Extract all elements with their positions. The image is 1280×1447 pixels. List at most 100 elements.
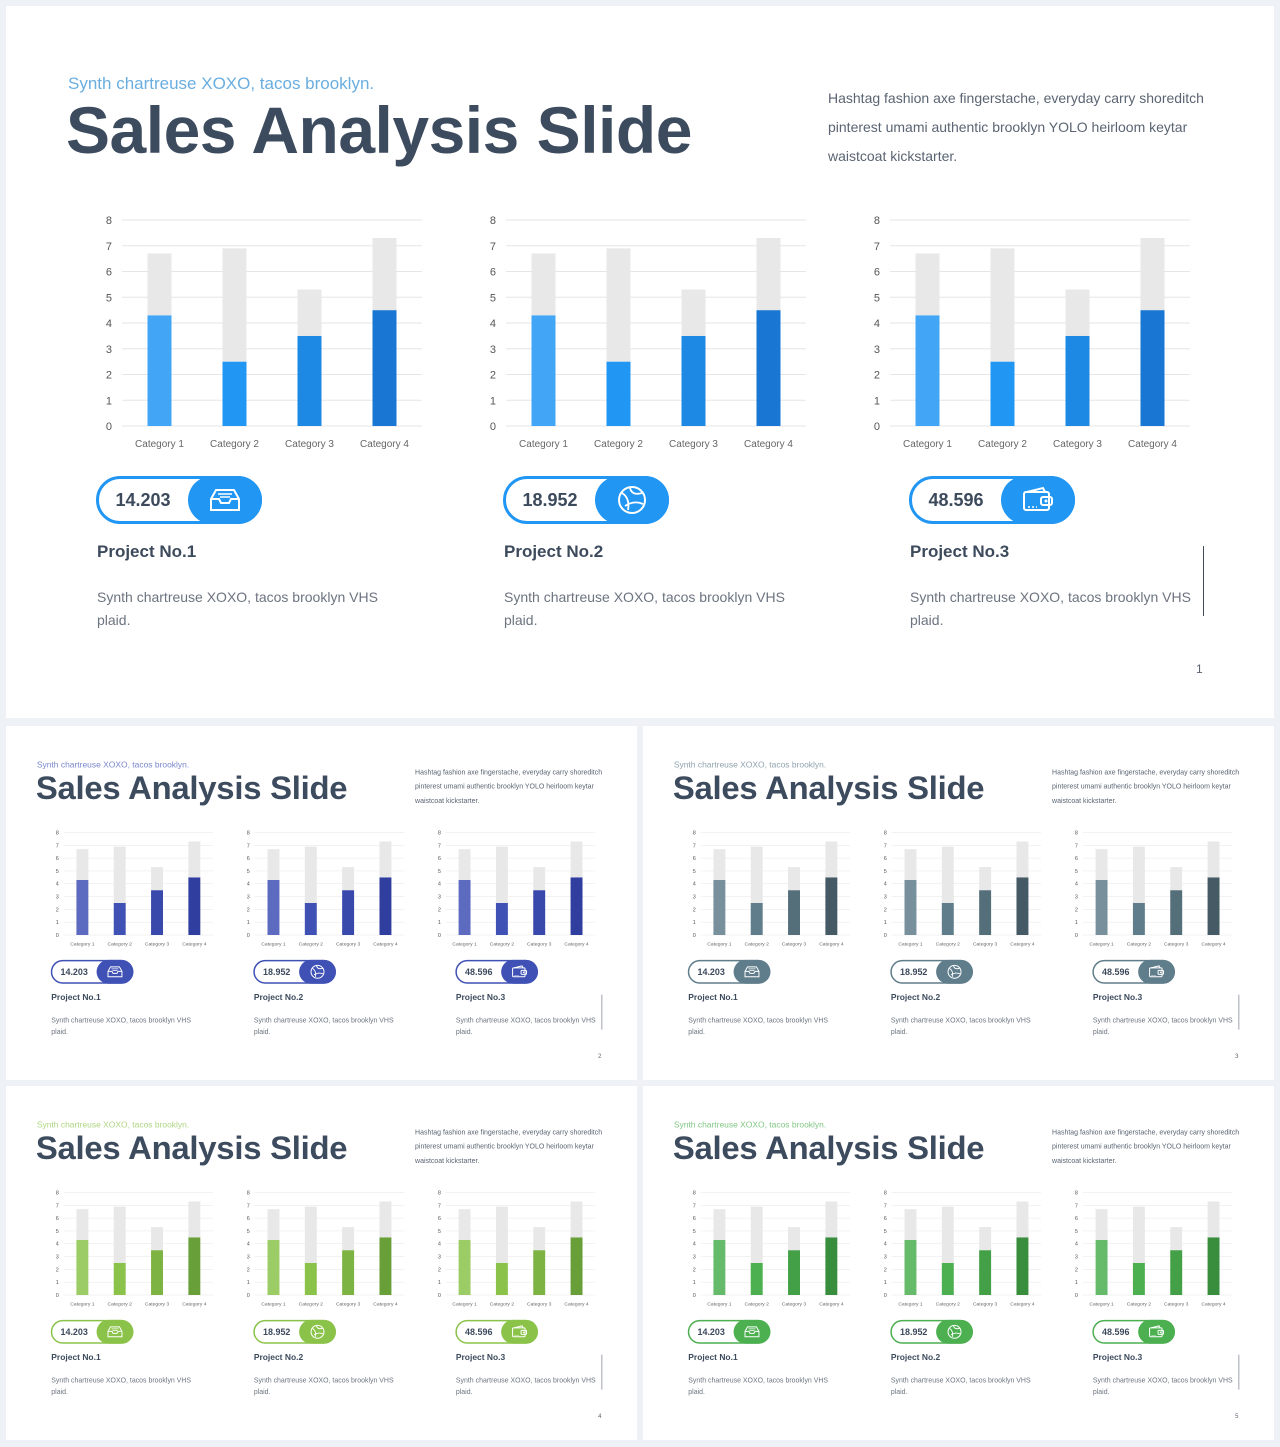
y-tick-label: 6 (56, 1216, 59, 1222)
bar-chart-1: 0 1 2 3 4 5 6 7 8 Category 1 Category 2 Category 3 C… (51, 1186, 215, 1310)
bar-segment-2 (304, 846, 317, 903)
bar-segment-1 (1132, 1262, 1145, 1296)
x-tick-label: Category 4 (182, 941, 207, 947)
y-tick-label: 0 (56, 933, 59, 939)
bar-segment-1 (379, 1237, 392, 1296)
project-1-name: Project No.1 (51, 1352, 101, 1363)
y-tick-label: 3 (1075, 895, 1078, 901)
bar-segment-2 (979, 1227, 992, 1251)
bar-chart-svg: 0 1 2 3 4 5 6 7 8 Category 1 Category 2 Category 3 C… (693, 1190, 851, 1307)
bar-chart-svg: 0 1 2 3 4 5 6 7 8 Category 1 Category 2 Category 3 C… (106, 215, 422, 450)
bar-segment-1 (342, 890, 355, 936)
y-tick-label: 4 (56, 1242, 59, 1248)
y-tick-label: 4 (1075, 1242, 1078, 1248)
wallet-icon (1138, 959, 1175, 984)
y-tick-label: 6 (693, 856, 696, 862)
x-tick-label: Category 4 (360, 439, 409, 450)
bar-segment-2 (267, 1209, 280, 1240)
wallet-icon (501, 1319, 538, 1344)
bar-chart-1: 0 1 2 3 4 5 6 7 8 Category 1 Category 2 Category 3 C… (688, 826, 852, 950)
project-1-value: 14.203 (697, 966, 725, 977)
y-tick-label: 1 (693, 920, 696, 926)
y-tick-label: 4 (693, 1242, 696, 1248)
bar-segment-1 (1140, 310, 1165, 426)
y-tick-label: 5 (490, 292, 496, 304)
project-2-value-pill: 18.952 (503, 476, 669, 524)
slide-1: Synth chartreuse XOXO, tacos brooklyn. S… (6, 6, 1274, 718)
bar-segment-2 (750, 1206, 763, 1263)
bar-segment-2 (979, 867, 992, 891)
y-tick-label: 6 (438, 856, 441, 862)
y-tick-label: 0 (490, 421, 496, 433)
x-tick-label: Category 4 (564, 1301, 589, 1307)
wallet-icon (1138, 1319, 1175, 1344)
project-3-name: Project No.3 (1092, 992, 1143, 1003)
slide-title: Sales Analysis Slide (672, 1129, 985, 1167)
x-tick-label: Category 3 (1053, 439, 1102, 450)
bar-segment-2 (76, 849, 89, 880)
y-tick-label: 0 (56, 1293, 59, 1299)
slide-subtitle: Synth chartreuse XOXO, tacos brooklyn. (68, 74, 375, 93)
bar-segment-2 (379, 841, 392, 878)
y-tick-label: 6 (490, 267, 496, 279)
y-tick-label: 0 (884, 933, 887, 939)
bar-segment-2 (1016, 1201, 1029, 1238)
bar-chart-3: 0 1 2 3 4 5 6 7 8 Category 1 Category 2 Category 3 C… (864, 206, 1194, 456)
y-tick-label: 6 (693, 1216, 696, 1222)
x-tick-label: Category 1 (519, 439, 568, 450)
x-tick-label: Category 2 (108, 1301, 133, 1307)
y-tick-label: 8 (106, 215, 112, 227)
y-tick-label: 3 (247, 1255, 250, 1261)
y-tick-label: 6 (106, 267, 112, 279)
project-2-text: Synth chartreuse XOXO, tacos brooklyn VH… (504, 589, 785, 628)
y-tick-label: 6 (438, 1216, 441, 1222)
project-2-value: 18.952 (900, 966, 928, 977)
y-tick-label: 0 (438, 1293, 441, 1299)
project-1-text: Synth chartreuse XOXO, tacos brooklyn VH… (51, 1016, 192, 1036)
y-tick-label: 4 (884, 882, 887, 888)
y-tick-label: 7 (247, 843, 250, 849)
bar-chart-3: 0 1 2 3 4 5 6 7 8 Category 1 Category 2 Category 3 C… (433, 1186, 597, 1310)
y-tick-label: 0 (247, 1293, 250, 1299)
project-1-name: Project No.1 (688, 992, 738, 1003)
y-tick-label: 1 (56, 1280, 59, 1286)
y-tick-label: 8 (1075, 830, 1078, 836)
page-number: 3 (1235, 1052, 1239, 1060)
x-tick-label: Category 3 (336, 941, 361, 947)
bar-chart-svg: 0 1 2 3 4 5 6 7 8 Category 1 Category 2 Category 3 C… (56, 1190, 214, 1307)
y-tick-label: 3 (438, 895, 441, 901)
y-tick-label: 4 (247, 882, 250, 888)
y-tick-label: 4 (56, 882, 59, 888)
slide-content: Synth chartreuse XOXO, tacos brooklyn. S… (6, 6, 1274, 718)
bar-segment-1 (188, 1237, 201, 1296)
y-tick-label: 6 (1075, 856, 1078, 862)
project-1-text: Synth chartreuse XOXO, tacos brooklyn VH… (51, 1376, 192, 1396)
x-tick-label: Category 3 (669, 439, 718, 450)
bar-segment-2 (713, 1209, 726, 1240)
bar-segment-1 (570, 1237, 583, 1296)
bar-segment-1 (570, 877, 583, 936)
bar-segment-1 (990, 361, 1015, 426)
bar-segment-2 (113, 1206, 126, 1263)
x-tick-label: Category 2 (210, 439, 259, 450)
y-tick-label: 2 (438, 907, 441, 913)
bar-chart-2: 0 1 2 3 4 5 6 7 8 Category 1 Category 2 Category 3 C… (242, 1186, 406, 1310)
x-tick-label: Category 3 (782, 1301, 807, 1307)
x-tick-label: Category 1 (135, 439, 184, 450)
bar-segment-2 (1132, 846, 1145, 903)
bar-segment-1 (915, 315, 940, 426)
y-tick-label: 3 (874, 344, 880, 356)
bar-segment-1 (76, 879, 89, 936)
project-2-value: 18.952 (263, 1326, 291, 1337)
project-1-name: Project No.1 (688, 1352, 738, 1363)
project-1-value-pill: 14.203 (50, 1319, 134, 1344)
project-2-name: Project No.2 (890, 992, 941, 1003)
slide-description: Hashtag fashion axe fingerstache, everyd… (415, 1127, 603, 1165)
page-number: 5 (1235, 1412, 1239, 1420)
y-tick-label: 8 (56, 1190, 59, 1196)
bar-segment-1 (904, 1239, 917, 1296)
project-3-text: Synth chartreuse XOXO, tacos brooklyn VH… (455, 1016, 596, 1036)
y-tick-label: 8 (247, 830, 250, 836)
inbox-tray-icon (96, 1319, 134, 1344)
y-tick-label: 1 (1075, 1280, 1078, 1286)
